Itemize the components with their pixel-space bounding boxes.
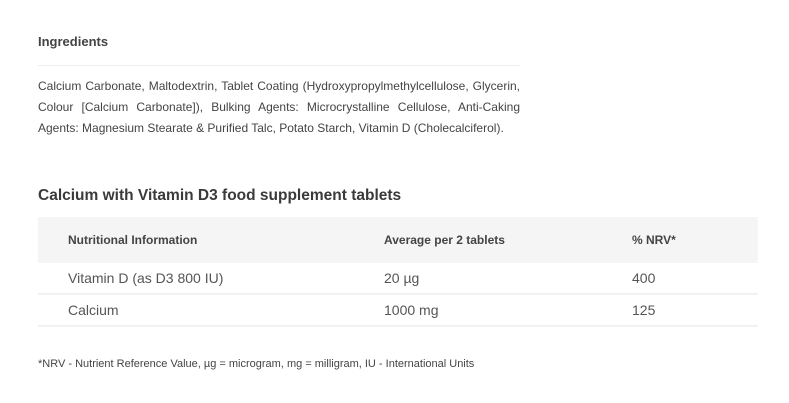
ingredients-text: Calcium Carbonate, Maltodextrin, Tablet … bbox=[38, 79, 520, 135]
nutrient-name: Vitamin D (as D3 800 IU) bbox=[38, 263, 384, 295]
nutrient-amount: 1000 mg bbox=[384, 294, 632, 327]
nutrient-nrv: 125 bbox=[632, 294, 758, 327]
table-row: Calcium 1000 mg 125 bbox=[38, 294, 758, 327]
table-header-row: Nutritional Information Average per 2 ta… bbox=[38, 217, 758, 263]
nutrient-name: Calcium bbox=[38, 294, 384, 327]
nutrient-amount: 20 µg bbox=[384, 263, 632, 295]
ingredients-heading: Ingredients bbox=[38, 34, 109, 49]
table-row: Vitamin D (as D3 800 IU) 20 µg 400 bbox=[38, 263, 758, 295]
nutrition-table: Nutritional Information Average per 2 ta… bbox=[38, 217, 758, 327]
header-nrv: % NRV* bbox=[632, 217, 758, 263]
divider bbox=[38, 65, 520, 66]
footnote: *NRV - Nutrient Reference Value, µg = mi… bbox=[38, 358, 475, 370]
header-average: Average per 2 tablets bbox=[384, 217, 632, 263]
nutrient-nrv: 400 bbox=[632, 263, 758, 295]
header-nutritional-information: Nutritional Information bbox=[38, 217, 384, 263]
nutrition-title: Calcium with Vitamin D3 food supplement … bbox=[38, 187, 402, 204]
